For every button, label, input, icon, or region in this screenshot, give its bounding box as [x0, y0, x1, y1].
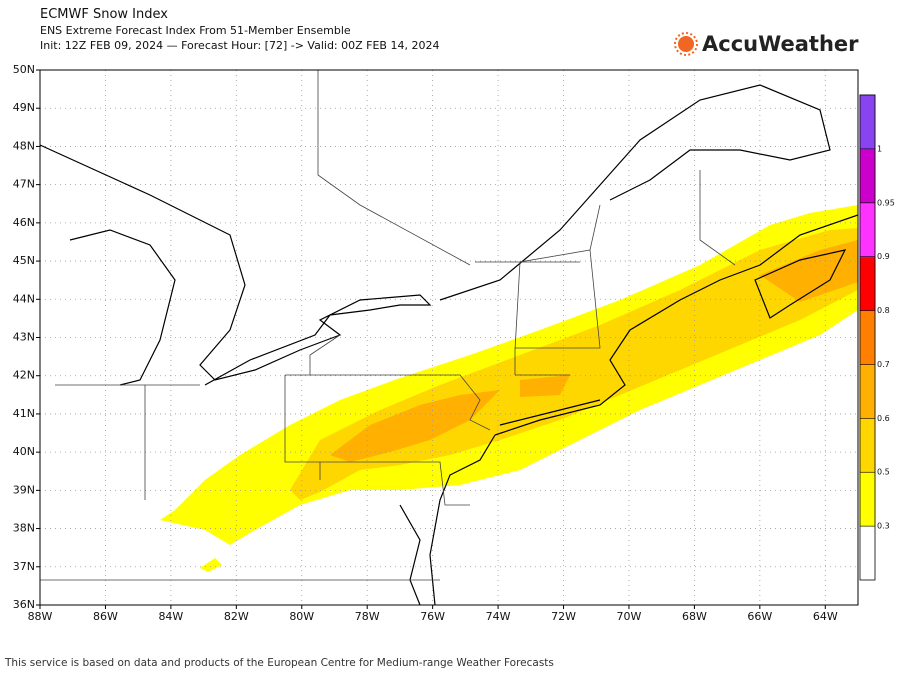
- colorbar-label: 1: [877, 144, 882, 153]
- colorbar-label: 0.95: [877, 198, 895, 207]
- lon-tick-label: 76W: [420, 610, 445, 623]
- lon-tick-label: 84W: [158, 610, 183, 623]
- lon-tick-label: 64W: [813, 610, 838, 623]
- colorbar-label: 0.5: [877, 468, 890, 477]
- lat-tick-label: 37N: [13, 560, 35, 573]
- logo: AccuWeather: [674, 32, 859, 56]
- colorbar-segment: [859, 256, 876, 312]
- lat-tick-label: 50N: [13, 63, 35, 76]
- colorbar-segment: [859, 310, 876, 365]
- footer: This service is based on data and produc…: [4, 657, 554, 669]
- colorbar-label: 0.6: [877, 414, 890, 423]
- lat-tick-label: 39N: [13, 483, 35, 496]
- coastlines: [40, 84, 858, 605]
- lat-tick-label: 40N: [13, 445, 35, 458]
- lat-tick-label: 41N: [13, 407, 35, 420]
- run-info: Init: 12Z FEB 09, 2024 — Forecast Hour: …: [40, 39, 439, 52]
- colorbar-segment: [860, 526, 875, 580]
- lon-tick-label: 72W: [551, 610, 576, 623]
- lon-tick-label: 88W: [28, 610, 53, 623]
- lat-tick-label: 48N: [13, 139, 35, 152]
- colorbar: 0.3 0.5 0.6 0.7 0.8 0.9 0.95 1: [859, 94, 895, 581]
- lon-tick-label: 80W: [289, 610, 314, 623]
- title: ECMWF Snow Index: [40, 7, 168, 22]
- lat-tick-label: 45N: [13, 254, 35, 267]
- colorbar-frame: [859, 94, 876, 581]
- colorbar-label: 0.9: [877, 252, 890, 261]
- state-borders: [40, 70, 736, 581]
- lon-tick-label: 78W: [355, 610, 380, 623]
- colorbar-segment: [859, 417, 876, 473]
- lon-tick-label: 74W: [486, 610, 511, 623]
- lat-tick-label: 47N: [13, 178, 35, 191]
- colorbar-label: 0.7: [877, 360, 890, 369]
- subtitle: ENS Extreme Forecast Index From 51-Membe…: [40, 24, 351, 37]
- lat-tick-label: 36N: [13, 598, 35, 611]
- colorbar-segment: [859, 471, 876, 527]
- lat-tick-label: 38N: [13, 522, 35, 535]
- lon-tick-label: 82W: [224, 610, 249, 623]
- lat-tick-label: 44N: [13, 292, 35, 305]
- snow-index-shading: [160, 205, 858, 572]
- colorbar-segment: [859, 94, 876, 150]
- colorbar-label: 0.3: [877, 522, 890, 531]
- lon-tick-label: 86W: [93, 610, 118, 623]
- lat-tick-label: 42N: [13, 369, 35, 382]
- map-area: [40, 70, 858, 605]
- colorbar-segment: [859, 148, 876, 204]
- colorbar-segment: [859, 363, 876, 419]
- colorbar-segment: [859, 202, 876, 258]
- graticule: [40, 70, 858, 605]
- logo-text: AccuWeather: [702, 32, 859, 56]
- colorbar-label: 0.8: [877, 306, 890, 315]
- lon-tick-label: 66W: [747, 610, 772, 623]
- lon-tick-label: 68W: [682, 610, 707, 623]
- lat-tick-label: 46N: [13, 216, 35, 229]
- lat-tick-label: 43N: [13, 331, 35, 344]
- lon-tick-label: 70W: [617, 610, 642, 623]
- lat-tick-label: 49N: [13, 101, 35, 114]
